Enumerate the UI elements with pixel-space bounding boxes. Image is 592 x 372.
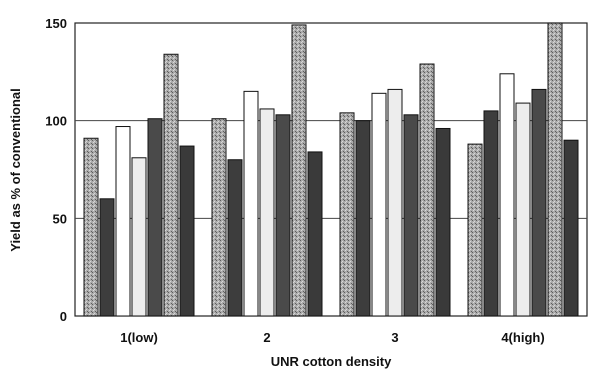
x-tick-label: 1(low)	[120, 330, 158, 345]
bar	[227, 159, 243, 317]
bar	[483, 110, 499, 317]
bar	[307, 151, 323, 317]
bar	[467, 143, 483, 317]
bar	[355, 120, 371, 317]
bar	[259, 108, 275, 317]
bar	[515, 102, 531, 317]
bar	[339, 112, 355, 317]
bar	[387, 88, 403, 317]
bar	[99, 198, 115, 317]
y-axis-title: Yield as % of conventional	[8, 88, 23, 252]
y-tick-label: 150	[45, 16, 67, 31]
y-tick-label: 100	[45, 114, 67, 129]
x-tick-label: 4(high)	[501, 330, 544, 345]
bar	[403, 114, 419, 317]
x-axis-title: UNR cotton density	[271, 354, 392, 369]
bar	[83, 137, 99, 317]
bar	[547, 22, 563, 317]
x-tick-label: 3	[391, 330, 398, 345]
bar	[243, 90, 259, 317]
bar	[163, 53, 179, 317]
x-tick-labels: 1(low) 2 3 4(high)	[120, 330, 544, 345]
bar	[275, 114, 291, 317]
bar	[563, 139, 579, 317]
bar	[419, 63, 435, 317]
bar	[179, 145, 195, 317]
bar	[499, 73, 515, 317]
bar	[291, 24, 307, 317]
bar	[131, 157, 147, 317]
y-tick-labels: 0 50 100 150	[45, 16, 67, 324]
y-tick-label: 0	[60, 309, 67, 324]
bar	[115, 126, 131, 317]
bar	[147, 118, 163, 317]
bar	[531, 88, 547, 317]
bar	[371, 92, 387, 317]
x-tick-label: 2	[263, 330, 270, 345]
bar	[435, 127, 451, 317]
y-tick-label: 50	[53, 211, 67, 226]
bar	[211, 118, 227, 317]
bars	[83, 22, 579, 317]
